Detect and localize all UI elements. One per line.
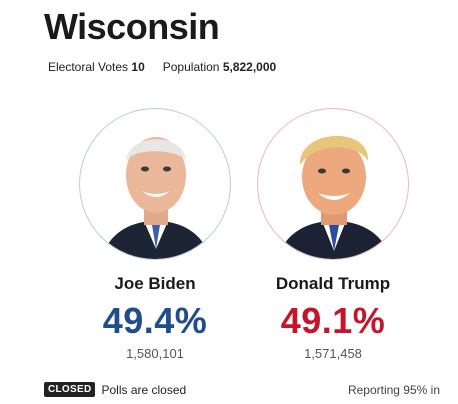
candidate-percent: 49.4% (102, 300, 208, 341)
electoral-votes-value: 10 (131, 60, 145, 74)
poll-status: CLOSED Polls are closed (44, 382, 186, 397)
population: Population 5,822,000 (163, 60, 276, 74)
candidate-name: Donald Trump (275, 274, 391, 293)
status-text: Polls are closed (101, 382, 187, 397)
candidate-votes: 1,580,101 (126, 346, 184, 361)
candidate-card-biden: Joe Biden 49.4% 1,580,101 (70, 108, 240, 361)
candidate-percent: 49.1% (280, 300, 386, 341)
avatar (79, 108, 231, 260)
status-badge: CLOSED (44, 382, 96, 397)
reporting-status: Reporting 95% in (347, 383, 440, 397)
state-meta: Electoral Votes 10 Population 5,822,000 (48, 60, 276, 74)
candidate-votes: 1,571,458 (304, 346, 362, 361)
electoral-votes-label: Electoral Votes (48, 60, 129, 74)
population-value: 5,822,000 (222, 60, 277, 74)
candidate-card-trump: Donald Trump 49.1% 1,571,458 (248, 108, 418, 361)
avatar (257, 108, 409, 260)
state-title: Wisconsin (44, 6, 220, 47)
electoral-votes: Electoral Votes 10 (48, 60, 145, 74)
population-label: Population (162, 60, 220, 74)
candidate-name: Joe Biden (114, 274, 196, 293)
